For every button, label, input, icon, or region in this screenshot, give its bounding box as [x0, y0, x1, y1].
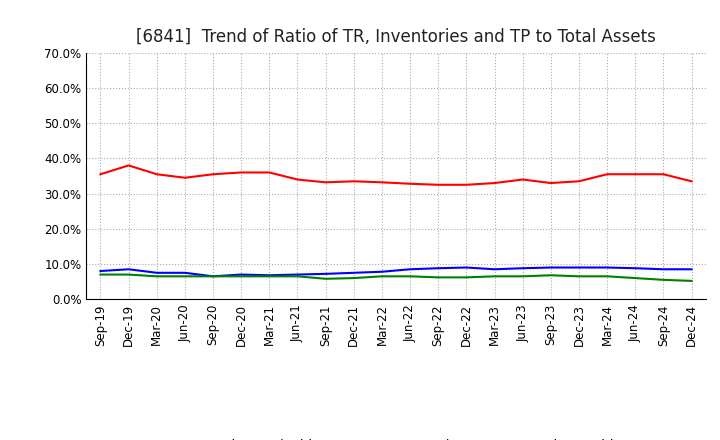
Inventories: [153, 270, 161, 275]
Inventories: [490, 267, 499, 272]
Trade Payables: [237, 274, 246, 279]
Trade Receivables: [687, 179, 696, 184]
Trade Payables: [96, 272, 105, 277]
Inventories: [96, 268, 105, 274]
Trade Payables: [293, 274, 302, 279]
Trade Payables: [265, 274, 274, 279]
Inventories: [462, 265, 471, 270]
Trade Receivables: [603, 172, 611, 177]
Trade Receivables: [462, 182, 471, 187]
Trade Payables: [125, 272, 133, 277]
Trade Payables: [687, 278, 696, 283]
Inventories: [377, 269, 386, 275]
Trade Receivables: [181, 175, 189, 180]
Trade Payables: [659, 277, 667, 282]
Trade Receivables: [125, 163, 133, 168]
Inventories: [293, 272, 302, 277]
Inventories: [237, 272, 246, 277]
Line: Trade Payables: Trade Payables: [101, 275, 691, 281]
Trade Receivables: [434, 182, 443, 187]
Inventories: [659, 267, 667, 272]
Inventories: [687, 267, 696, 272]
Trade Payables: [209, 274, 217, 279]
Trade Receivables: [546, 180, 555, 186]
Inventories: [349, 270, 358, 275]
Trade Payables: [462, 275, 471, 280]
Trade Payables: [349, 275, 358, 281]
Trade Receivables: [153, 172, 161, 177]
Line: Inventories: Inventories: [101, 268, 691, 276]
Trade Receivables: [96, 172, 105, 177]
Trade Payables: [406, 274, 415, 279]
Trade Receivables: [321, 180, 330, 185]
Trade Payables: [181, 274, 189, 279]
Inventories: [518, 266, 527, 271]
Inventories: [406, 267, 415, 272]
Trade Payables: [377, 274, 386, 279]
Trade Receivables: [490, 180, 499, 186]
Inventories: [575, 265, 583, 270]
Line: Trade Receivables: Trade Receivables: [101, 165, 691, 185]
Trade Payables: [434, 275, 443, 280]
Trade Receivables: [237, 170, 246, 175]
Legend: Trade Receivables, Inventories, Trade Payables: Trade Receivables, Inventories, Trade Pa…: [158, 434, 634, 440]
Inventories: [209, 274, 217, 279]
Trade Receivables: [406, 181, 415, 187]
Inventories: [125, 267, 133, 272]
Inventories: [603, 265, 611, 270]
Trade Payables: [321, 276, 330, 282]
Inventories: [434, 266, 443, 271]
Inventories: [181, 270, 189, 275]
Trade Payables: [603, 274, 611, 279]
Trade Payables: [575, 274, 583, 279]
Trade Receivables: [518, 177, 527, 182]
Inventories: [265, 273, 274, 278]
Trade Payables: [490, 274, 499, 279]
Trade Payables: [518, 274, 527, 279]
Inventories: [321, 271, 330, 276]
Trade Payables: [546, 273, 555, 278]
Trade Receivables: [631, 172, 639, 177]
Trade Payables: [631, 275, 639, 281]
Trade Receivables: [265, 170, 274, 175]
Trade Receivables: [293, 177, 302, 182]
Trade Receivables: [349, 179, 358, 184]
Trade Receivables: [377, 180, 386, 185]
Inventories: [631, 266, 639, 271]
Trade Payables: [153, 274, 161, 279]
Inventories: [546, 265, 555, 270]
Title: [6841]  Trend of Ratio of TR, Inventories and TP to Total Assets: [6841] Trend of Ratio of TR, Inventories…: [136, 28, 656, 46]
Trade Receivables: [575, 179, 583, 184]
Trade Receivables: [209, 172, 217, 177]
Trade Receivables: [659, 172, 667, 177]
